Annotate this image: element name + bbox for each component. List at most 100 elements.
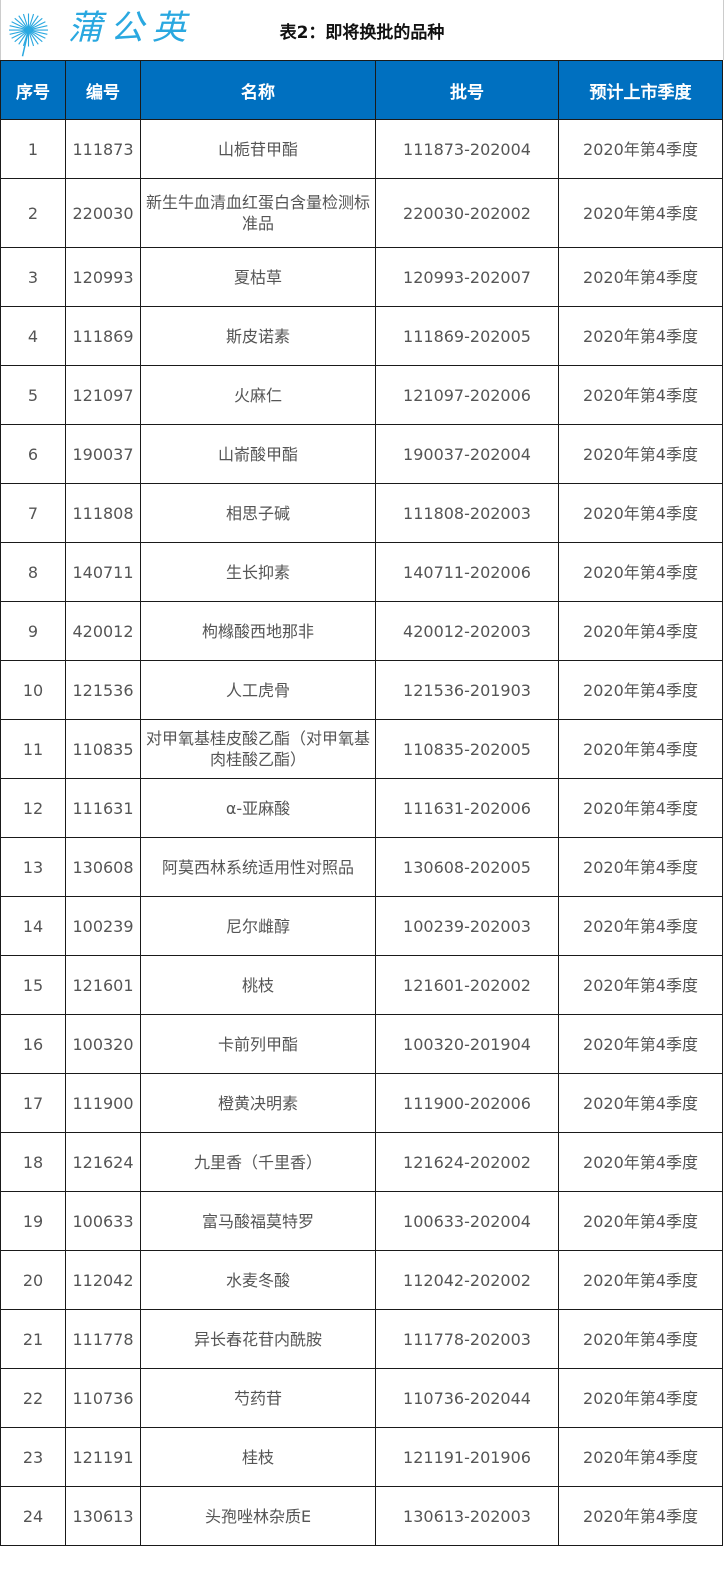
cell-code: 111869 [65,306,141,366]
cell-name: 火麻仁 [140,365,376,425]
cell-quarter: 2020年第4季度 [558,1132,723,1192]
cell-batch: 130608-202005 [375,837,559,897]
table-row: 12 111631 α-亚麻酸 111631-202006 2020年第4季度 [0,778,723,838]
table-row: 9 420012 枸橼酸西地那非 420012-202003 2020年第4季度 [0,601,723,661]
table-row: 3 120993 夏枯草 120993-202007 2020年第4季度 [0,247,723,307]
header-index: 序号 [0,60,66,120]
header-code: 编号 [65,60,141,120]
cell-name: 桃枝 [140,955,376,1015]
cell-name: 头孢唑林杂质E [140,1486,376,1546]
cell-name: α-亚麻酸 [140,778,376,838]
cell-name: 桂枝 [140,1427,376,1487]
cell-index: 23 [0,1427,66,1487]
cell-name: 对甲氧基桂皮酸乙酯（对甲氧基肉桂酸乙酯） [140,719,376,779]
cell-batch: 111808-202003 [375,483,559,543]
cell-index: 22 [0,1368,66,1428]
cell-batch: 100239-202003 [375,896,559,956]
cell-name: 斯皮诺素 [140,306,376,366]
cell-index: 13 [0,837,66,897]
cell-index: 12 [0,778,66,838]
cell-code: 110835 [65,719,141,779]
cell-batch: 121601-202002 [375,955,559,1015]
cell-index: 7 [0,483,66,543]
cell-index: 3 [0,247,66,307]
cell-name: 生长抑素 [140,542,376,602]
header-name: 名称 [140,60,376,120]
cell-name: 芍药苷 [140,1368,376,1428]
cell-quarter: 2020年第4季度 [558,542,723,602]
cell-name: 山嵛酸甲酯 [140,424,376,484]
cell-batch: 111631-202006 [375,778,559,838]
cell-batch: 111900-202006 [375,1073,559,1133]
table-row: 23 121191 桂枝 121191-201906 2020年第4季度 [0,1427,723,1487]
cell-code: 121624 [65,1132,141,1192]
cell-name: 卡前列甲酯 [140,1014,376,1074]
cell-quarter: 2020年第4季度 [558,306,723,366]
cell-batch: 121624-202002 [375,1132,559,1192]
table-row: 16 100320 卡前列甲酯 100320-201904 2020年第4季度 [0,1014,723,1074]
cell-batch: 111873-202004 [375,119,559,179]
cell-code: 110736 [65,1368,141,1428]
cell-batch: 120993-202007 [375,247,559,307]
cell-batch: 220030-202002 [375,178,559,248]
cell-index: 20 [0,1250,66,1310]
table-row: 15 121601 桃枝 121601-202002 2020年第4季度 [0,955,723,1015]
cell-batch: 190037-202004 [375,424,559,484]
cell-name: 阿莫西林系统适用性对照品 [140,837,376,897]
table-header-row: 序号 编号 名称 批号 预计上市季度 [0,60,723,120]
cell-code: 111808 [65,483,141,543]
cell-index: 21 [0,1309,66,1369]
cell-batch: 110835-202005 [375,719,559,779]
cell-quarter: 2020年第4季度 [558,1486,723,1546]
cell-name: 富马酸福莫特罗 [140,1191,376,1251]
header-quarter: 预计上市季度 [558,60,723,120]
cell-index: 15 [0,955,66,1015]
cell-index: 6 [0,424,66,484]
cell-index: 11 [0,719,66,779]
cell-name: 夏枯草 [140,247,376,307]
table-row: 13 130608 阿莫西林系统适用性对照品 130608-202005 2020年第4… [0,837,723,897]
cell-code: 220030 [65,178,141,248]
cell-code: 111778 [65,1309,141,1369]
cell-code: 121097 [65,365,141,425]
cell-code: 121536 [65,660,141,720]
cell-code: 420012 [65,601,141,661]
cell-index: 16 [0,1014,66,1074]
cell-quarter: 2020年第4季度 [558,365,723,425]
cell-batch: 111778-202003 [375,1309,559,1369]
cell-name: 橙黄决明素 [140,1073,376,1133]
cell-batch: 121097-202006 [375,365,559,425]
cell-index: 1 [0,119,66,179]
cell-name: 枸橼酸西地那非 [140,601,376,661]
table-row: 22 110736 芍药苷 110736-202044 2020年第4季度 [0,1368,723,1428]
cell-code: 112042 [65,1250,141,1310]
table-row: 17 111900 橙黄决明素 111900-202006 2020年第4季度 [0,1073,723,1133]
cell-quarter: 2020年第4季度 [558,955,723,1015]
cell-batch: 100320-201904 [375,1014,559,1074]
table-row: 24 130613 头孢唑林杂质E 130613-202003 2020年第4季度 [0,1486,723,1546]
table-row: 5 121097 火麻仁 121097-202006 2020年第4季度 [0,365,723,425]
cell-code: 130613 [65,1486,141,1546]
cell-code: 140711 [65,542,141,602]
cell-name: 尼尔雌醇 [140,896,376,956]
table-row: 10 121536 人工虎骨 121536-201903 2020年第4季度 [0,660,723,720]
cell-index: 18 [0,1132,66,1192]
cell-index: 8 [0,542,66,602]
cell-quarter: 2020年第4季度 [558,247,723,307]
cell-code: 111873 [65,119,141,179]
cell-code: 111900 [65,1073,141,1133]
cell-batch: 420012-202003 [375,601,559,661]
cell-code: 190037 [65,424,141,484]
cell-quarter: 2020年第4季度 [558,1191,723,1251]
cell-name: 新生牛血清血红蛋白含量检测标准品 [140,178,376,248]
cell-index: 2 [0,178,66,248]
cell-quarter: 2020年第4季度 [558,1309,723,1369]
cell-quarter: 2020年第4季度 [558,1368,723,1428]
cell-quarter: 2020年第4季度 [558,719,723,779]
cell-quarter: 2020年第4季度 [558,778,723,838]
table-row: 2 220030 新生牛血清血红蛋白含量检测标准品 220030-202002 2020… [0,178,723,248]
cell-quarter: 2020年第4季度 [558,601,723,661]
table-title: 表2：即将换批的品种 [0,0,724,60]
cell-index: 4 [0,306,66,366]
cell-batch: 121191-201906 [375,1427,559,1487]
